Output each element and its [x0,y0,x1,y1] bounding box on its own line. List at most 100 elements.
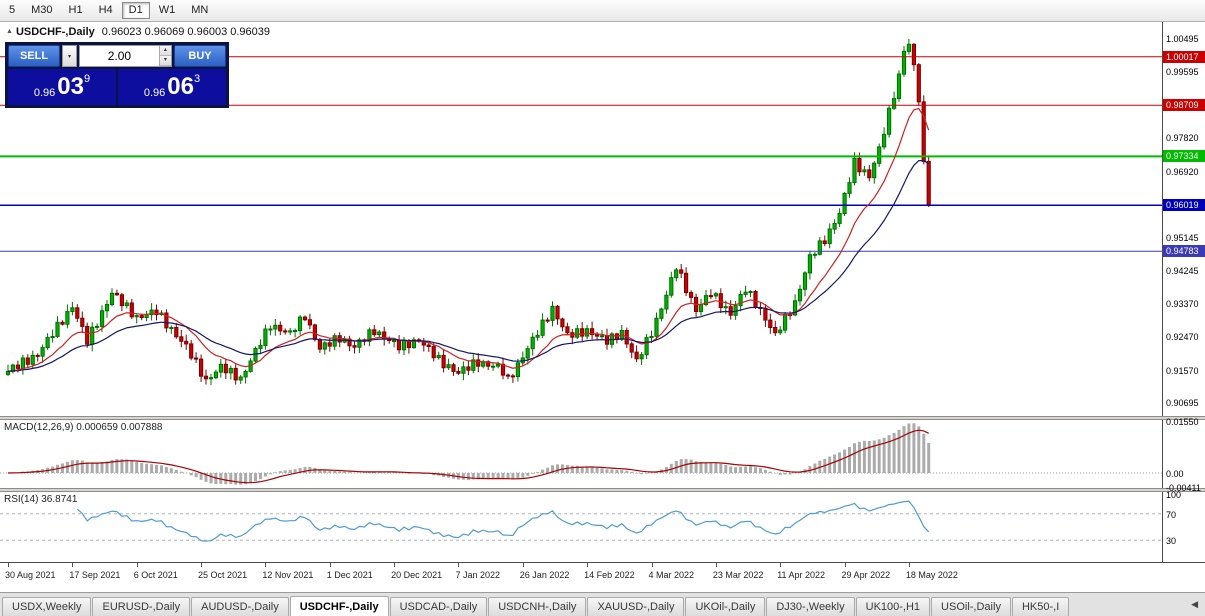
rsi-axis-label: 70 [1166,509,1177,520]
ask-price-prefix: 0.96 [143,87,166,99]
price-axis-label: 0.94245 [1166,266,1199,277]
chart-tab-ukoil-daily[interactable]: UKOil-,Daily [685,597,766,616]
rsi-axis-label: 100 [1166,490,1182,500]
date-label: 17 Sep 2021 [69,570,121,580]
chart-tab-usdx-weekly[interactable]: USDX,Weekly [2,597,92,616]
date-label: 4 Mar 2022 [648,570,695,580]
time-axis-tick [201,563,203,567]
price-axis-divider [1162,22,1163,562]
buy-button[interactable]: BUY [174,45,226,67]
chart-tab-bar: USDX,Weekly EURUSD-,Daily AUDUSD-,Daily USD… [0,592,1205,616]
date-label: 26 Jan 2022 [519,570,570,580]
time-axis-tick [844,563,846,567]
chart-tab-hk50-i[interactable]: HK50-,I [1011,597,1070,616]
volume-decrement-button[interactable]: ▾ [159,56,171,66]
rsi-indicator-canvas[interactable] [0,492,1162,562]
timeframe-toolbar: 5 M30 H1 H4 D1 W1 MN [0,0,1205,22]
date-label: 20 Dec 2021 [391,570,443,580]
date-label: 7 Jan 2022 [455,570,500,580]
time-axis-tick [394,563,396,567]
time-axis-tick [458,563,460,567]
ohlc-values: 0.96023 0.96069 0.96003 0.96039 [101,26,270,38]
date-label: 30 Aug 2021 [5,570,56,580]
chart-tab-eurusd-daily[interactable]: EURUSD-,Daily [92,597,191,616]
price-level-badge: 1.00017 [1163,50,1205,63]
time-axis-tick [265,563,267,567]
date-label: 11 Apr 2022 [777,570,826,580]
chart-tab-audusd-daily[interactable]: AUDUSD-,Daily [191,597,289,616]
chart-tab-usoil-daily[interactable]: USOil-,Daily [931,597,1011,616]
time-axis-tick [8,563,9,567]
volume-increment-button[interactable]: ▴ [159,46,171,56]
chart-tab-usdcad-daily[interactable]: USDCAD-,Daily [389,597,488,616]
price-level-badge: 0.94783 [1163,245,1205,258]
chart-tab-xauusd-daily[interactable]: XAUUSD-,Daily [587,597,685,616]
sell-button[interactable]: SELL [8,45,60,67]
macd-axis-label: 0.00 [1166,468,1184,479]
date-label: 6 Oct 2021 [133,570,178,580]
volume-input[interactable] [80,46,159,66]
timeframe-button-mn[interactable]: MN [184,2,215,19]
price-axis-label: 0.96920 [1166,166,1199,177]
ask-price-big-digits: 06 [167,73,194,100]
chart-tab-dj30-weekly[interactable]: DJ30-,Weekly [766,597,855,616]
time-axis-tick [651,563,653,567]
rsi-indicator-label: RSI(14) 36.8741 [4,494,78,505]
rsi-axis-label: 30 [1166,536,1177,547]
timeframe-button-h4[interactable]: H4 [92,2,120,19]
time-axis-tick [72,563,74,567]
date-label: 1 Dec 2021 [326,570,373,580]
price-axis-label: 0.97820 [1166,133,1199,144]
time-axis-tick [522,563,524,567]
date-label: 23 Mar 2022 [712,570,764,580]
tab-scroll-left-icon[interactable]: ◀ [1191,599,1198,609]
chart-tab-uk100-h1[interactable]: UK100-,H1 [855,597,931,616]
panel-divider[interactable] [0,488,1205,492]
date-label: 25 Oct 2021 [198,570,248,580]
price-level-badge: 0.98709 [1163,99,1205,112]
macd-axis-label: 0.01550 [1166,417,1199,428]
time-axis-tick [329,563,331,567]
collapse-triangle-icon[interactable]: ▲ [6,28,13,35]
ask-price[interactable]: 0.96 06 3 [118,69,226,105]
bid-price[interactable]: 0.96 03 9 [8,69,116,105]
date-label: 29 Apr 2022 [841,570,891,580]
symbol-label: USDCHF-,Daily [15,26,95,38]
price-axis-label: 0.95145 [1166,232,1199,243]
panel-divider[interactable] [0,416,1205,420]
timeframe-button-d1[interactable]: D1 [121,2,150,19]
price-axis-label: 0.92470 [1166,332,1199,343]
macd-indicator-canvas[interactable] [0,420,1162,488]
ask-price-pip-digit: 3 [194,73,201,85]
chart-title: ▲ USDCHF-,Daily 0.96023 0.96069 0.96003 0.… [6,26,270,38]
date-label: 18 May 2022 [905,570,958,580]
time-axis-tick [780,563,782,567]
macd-axis-label: -0.00411 [1166,482,1201,493]
price-axis-label: 0.91570 [1166,365,1199,376]
chart-tab-usdchf-daily[interactable]: USDCHF-,Daily [289,596,389,616]
timeframe-button-w1[interactable]: W1 [152,2,183,19]
timeframe-button-5[interactable]: 5 [2,2,22,19]
price-level-badge: 0.96019 [1163,199,1205,212]
chart-tab-usdcnh-daily[interactable]: USDCNH-,Daily [488,597,587,616]
time-axis-tick [587,563,589,567]
price-axis-label: 0.99595 [1166,67,1199,78]
price-axis-label: 1.00495 [1166,33,1199,44]
bid-price-prefix: 0.96 [33,87,56,99]
price-level-badge: 0.97334 [1163,150,1205,163]
price-axis-label: 0.90695 [1166,398,1199,409]
time-axis: 30 Aug 2021 17 Sep 2021 6 Oct 2021 25 Oct 2… [0,562,1205,593]
date-label: 12 Nov 2021 [262,570,314,580]
time-axis-tick [908,563,910,567]
chevron-down-icon: ▾ [67,53,71,60]
timeframe-button-h1[interactable]: H1 [62,2,90,19]
macd-indicator-label: MACD(12,26,9) 0.000659 0.007888 [4,422,163,433]
chart-window: 30 Aug 2021 17 Sep 2021 6 Oct 2021 25 Oct 2… [0,22,1205,592]
timeframe-button-m30[interactable]: M30 [24,2,59,19]
date-label: 14 Feb 2022 [584,570,635,580]
order-options-dropdown[interactable]: ▾ [62,45,77,67]
time-axis-tick [715,563,717,567]
price-axis-label: 0.93370 [1166,298,1199,309]
